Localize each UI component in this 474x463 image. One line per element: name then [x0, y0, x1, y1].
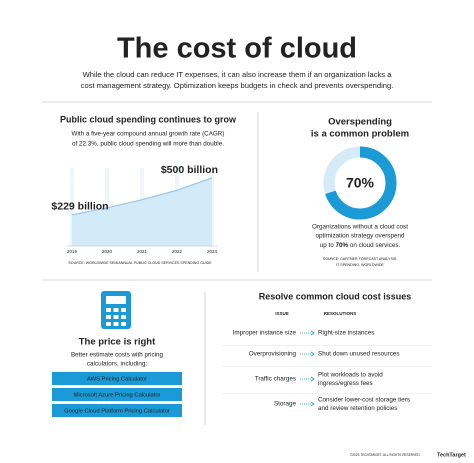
text-part: on cloud services.: [348, 242, 400, 249]
donut-arc: [323, 146, 397, 220]
donut-label: 70%: [346, 175, 375, 191]
resolution: Right-size instances: [318, 330, 374, 337]
calculator-list: AWS Pricing Calculator Microsoft Azure Pr…: [52, 372, 182, 417]
resolution: ingress/egress fees: [318, 380, 373, 387]
calculator-icon: [101, 291, 131, 329]
section-text: of 22.3%, public cloud spending will mor…: [72, 141, 224, 148]
section-text: With a five-year compound annual growth …: [72, 131, 225, 138]
source: IT SPENDING, WORLDWIDE: [336, 263, 384, 267]
x-tick-label: 2021: [137, 249, 148, 254]
column-band: [105, 168, 109, 246]
resolution: Consider lower-cost storage tiers: [318, 396, 410, 403]
resolution: Shut down unused resources: [318, 351, 400, 358]
x-tick-label: 2019: [67, 249, 78, 254]
arrow: [310, 376, 315, 382]
x-tick-label: 2023: [207, 249, 218, 254]
section-title: Resolve common cloud cost issues: [259, 291, 412, 301]
calculator-button: [52, 388, 182, 401]
section-title: The price is right: [79, 337, 156, 348]
resolution: and review retention policies: [318, 405, 397, 412]
area: [72, 178, 212, 246]
copyright: ©2023 TECHTARGET. ALL RIGHTS RESERVED: [350, 453, 420, 457]
issue: Improper instance size: [233, 330, 297, 337]
calculator-label: AWS Pricing Calculator: [87, 376, 147, 382]
text-part: 70%: [336, 242, 349, 249]
arrow: [310, 351, 315, 357]
calculator-label: Google Cloud Platform Pricing Calculator: [64, 408, 170, 414]
donut-chart: 70%: [323, 146, 397, 220]
brand: TechTarget: [437, 452, 466, 458]
value-label: $229 billion: [51, 201, 108, 213]
issue: Traffic charges: [255, 376, 296, 383]
text-part: up to: [320, 242, 336, 249]
column-header: RESOLUTIONS: [324, 311, 357, 316]
area-line: [71, 177, 213, 216]
issue: Overprovisioning: [249, 351, 297, 358]
section-title: Overspending: [328, 117, 392, 128]
column-header: ISSUE: [275, 311, 289, 316]
calculator-label: Microsoft Azure Pricing Calculator: [74, 392, 161, 398]
subtitle: cost management strategy. Optimization k…: [81, 81, 394, 90]
subtitle: While the cloud can reduce IT expenses, …: [83, 70, 393, 79]
source: SOURCE: GARTNER FORECAST ANALYSIS:: [323, 257, 398, 261]
section-text: Organizations without a cloud cost: [312, 224, 408, 231]
area-chart: 2019 2020 2021 2022 2023 $229 billion $500 bil…: [51, 164, 218, 254]
calculator-button: [52, 372, 182, 385]
value-label: $500 billion: [161, 164, 218, 176]
issue-table: Improper instance size Right-size instanc…: [222, 330, 432, 412]
section-title: is a common problem: [311, 129, 409, 140]
calculator-button: [52, 404, 182, 417]
source: SOURCE: WORLDWIDE SEMIANNUAL PUBLIC CLOU…: [68, 261, 212, 265]
section-text: Better estimate costs with pricing: [71, 352, 164, 359]
arrow: [310, 330, 315, 336]
resolution: Plot workloads to avoid: [318, 371, 383, 378]
arrow: [310, 401, 315, 407]
section-title: Public cloud spending continues to grow: [60, 114, 237, 124]
section-text: calculators, including:: [87, 361, 147, 368]
section-text: optimization strategy overspend: [316, 233, 405, 240]
x-tick-label: 2022: [172, 249, 183, 254]
title: The cost of cloud: [117, 33, 357, 65]
x-tick-label: 2020: [102, 249, 113, 254]
column-band: [70, 168, 74, 246]
issue: Storage: [274, 401, 297, 408]
section-text: up to 70% on cloud services.: [320, 242, 401, 249]
